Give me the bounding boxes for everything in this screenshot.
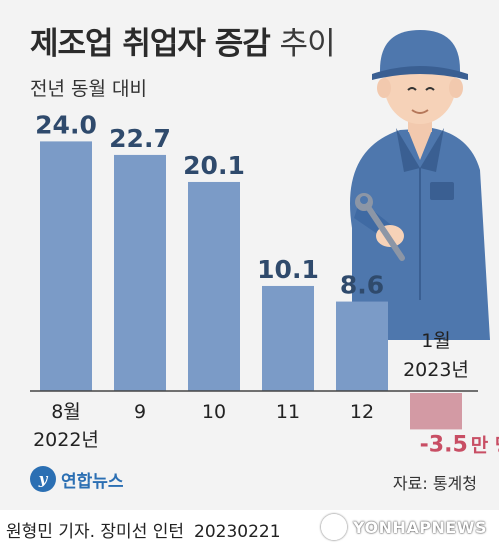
credit-line: 원형민 기자. 장미선 인턴 20230221 <box>6 517 281 542</box>
tick-label-1: 9 <box>134 401 146 423</box>
chart-subtitle: 전년 동월 대비 <box>30 78 147 100</box>
chart-title-suffix: 추이 <box>279 26 336 62</box>
tick-label-5: 1월 <box>421 330 451 352</box>
tick-year-5: 2023년 <box>403 359 469 381</box>
tick-label-4: 12 <box>350 401 374 423</box>
value-label-2: 20.1 <box>183 151 245 180</box>
value-unit: 만 명 <box>471 434 499 456</box>
bar-3 <box>262 285 314 391</box>
bar-0 <box>40 141 92 391</box>
value-label-4: 8.6 <box>340 271 384 300</box>
tick-label-0: 8월 <box>51 401 81 423</box>
bar-1 <box>114 154 166 391</box>
infographic-card: 제조업 취업자 증감 추이 전년 동월 대비 24.0 2 <box>0 0 499 510</box>
value-label-1: 22.7 <box>109 124 171 153</box>
value-label-0: 24.0 <box>35 110 97 139</box>
yonhap-logo: y 연합뉴스 <box>30 466 124 492</box>
bar-5 <box>410 393 462 430</box>
yonhap-logo-text: 연합뉴스 <box>61 471 124 492</box>
watermark-icon <box>321 514 347 540</box>
credit-date: 20230221 <box>194 522 281 542</box>
factory-worker-illustration <box>350 30 490 340</box>
credit-authors: 원형민 기자. 장미선 인턴 <box>6 522 185 542</box>
bar-2 <box>188 181 240 391</box>
value-label-5: -3.5만 명 <box>420 432 499 457</box>
value-label-3: 10.1 <box>257 255 319 284</box>
yonhap-watermark: YONHAPNEWS <box>321 514 487 540</box>
tick-label-2: 10 <box>202 401 226 423</box>
bar-4 <box>336 301 388 391</box>
bar-chart: 24.0 22.7 20.1 10.1 8.6 -3.5만 명 8월 2022년 9 10 11 1… <box>30 30 499 457</box>
source-note: 자료: 통계청 <box>392 474 477 493</box>
tick-label-3: 11 <box>276 401 300 423</box>
chart-title: 제조업 취업자 증감 추이 <box>30 26 336 62</box>
yonhap-logo-icon: y <box>30 466 56 492</box>
tick-year-0: 2022년 <box>33 429 99 451</box>
